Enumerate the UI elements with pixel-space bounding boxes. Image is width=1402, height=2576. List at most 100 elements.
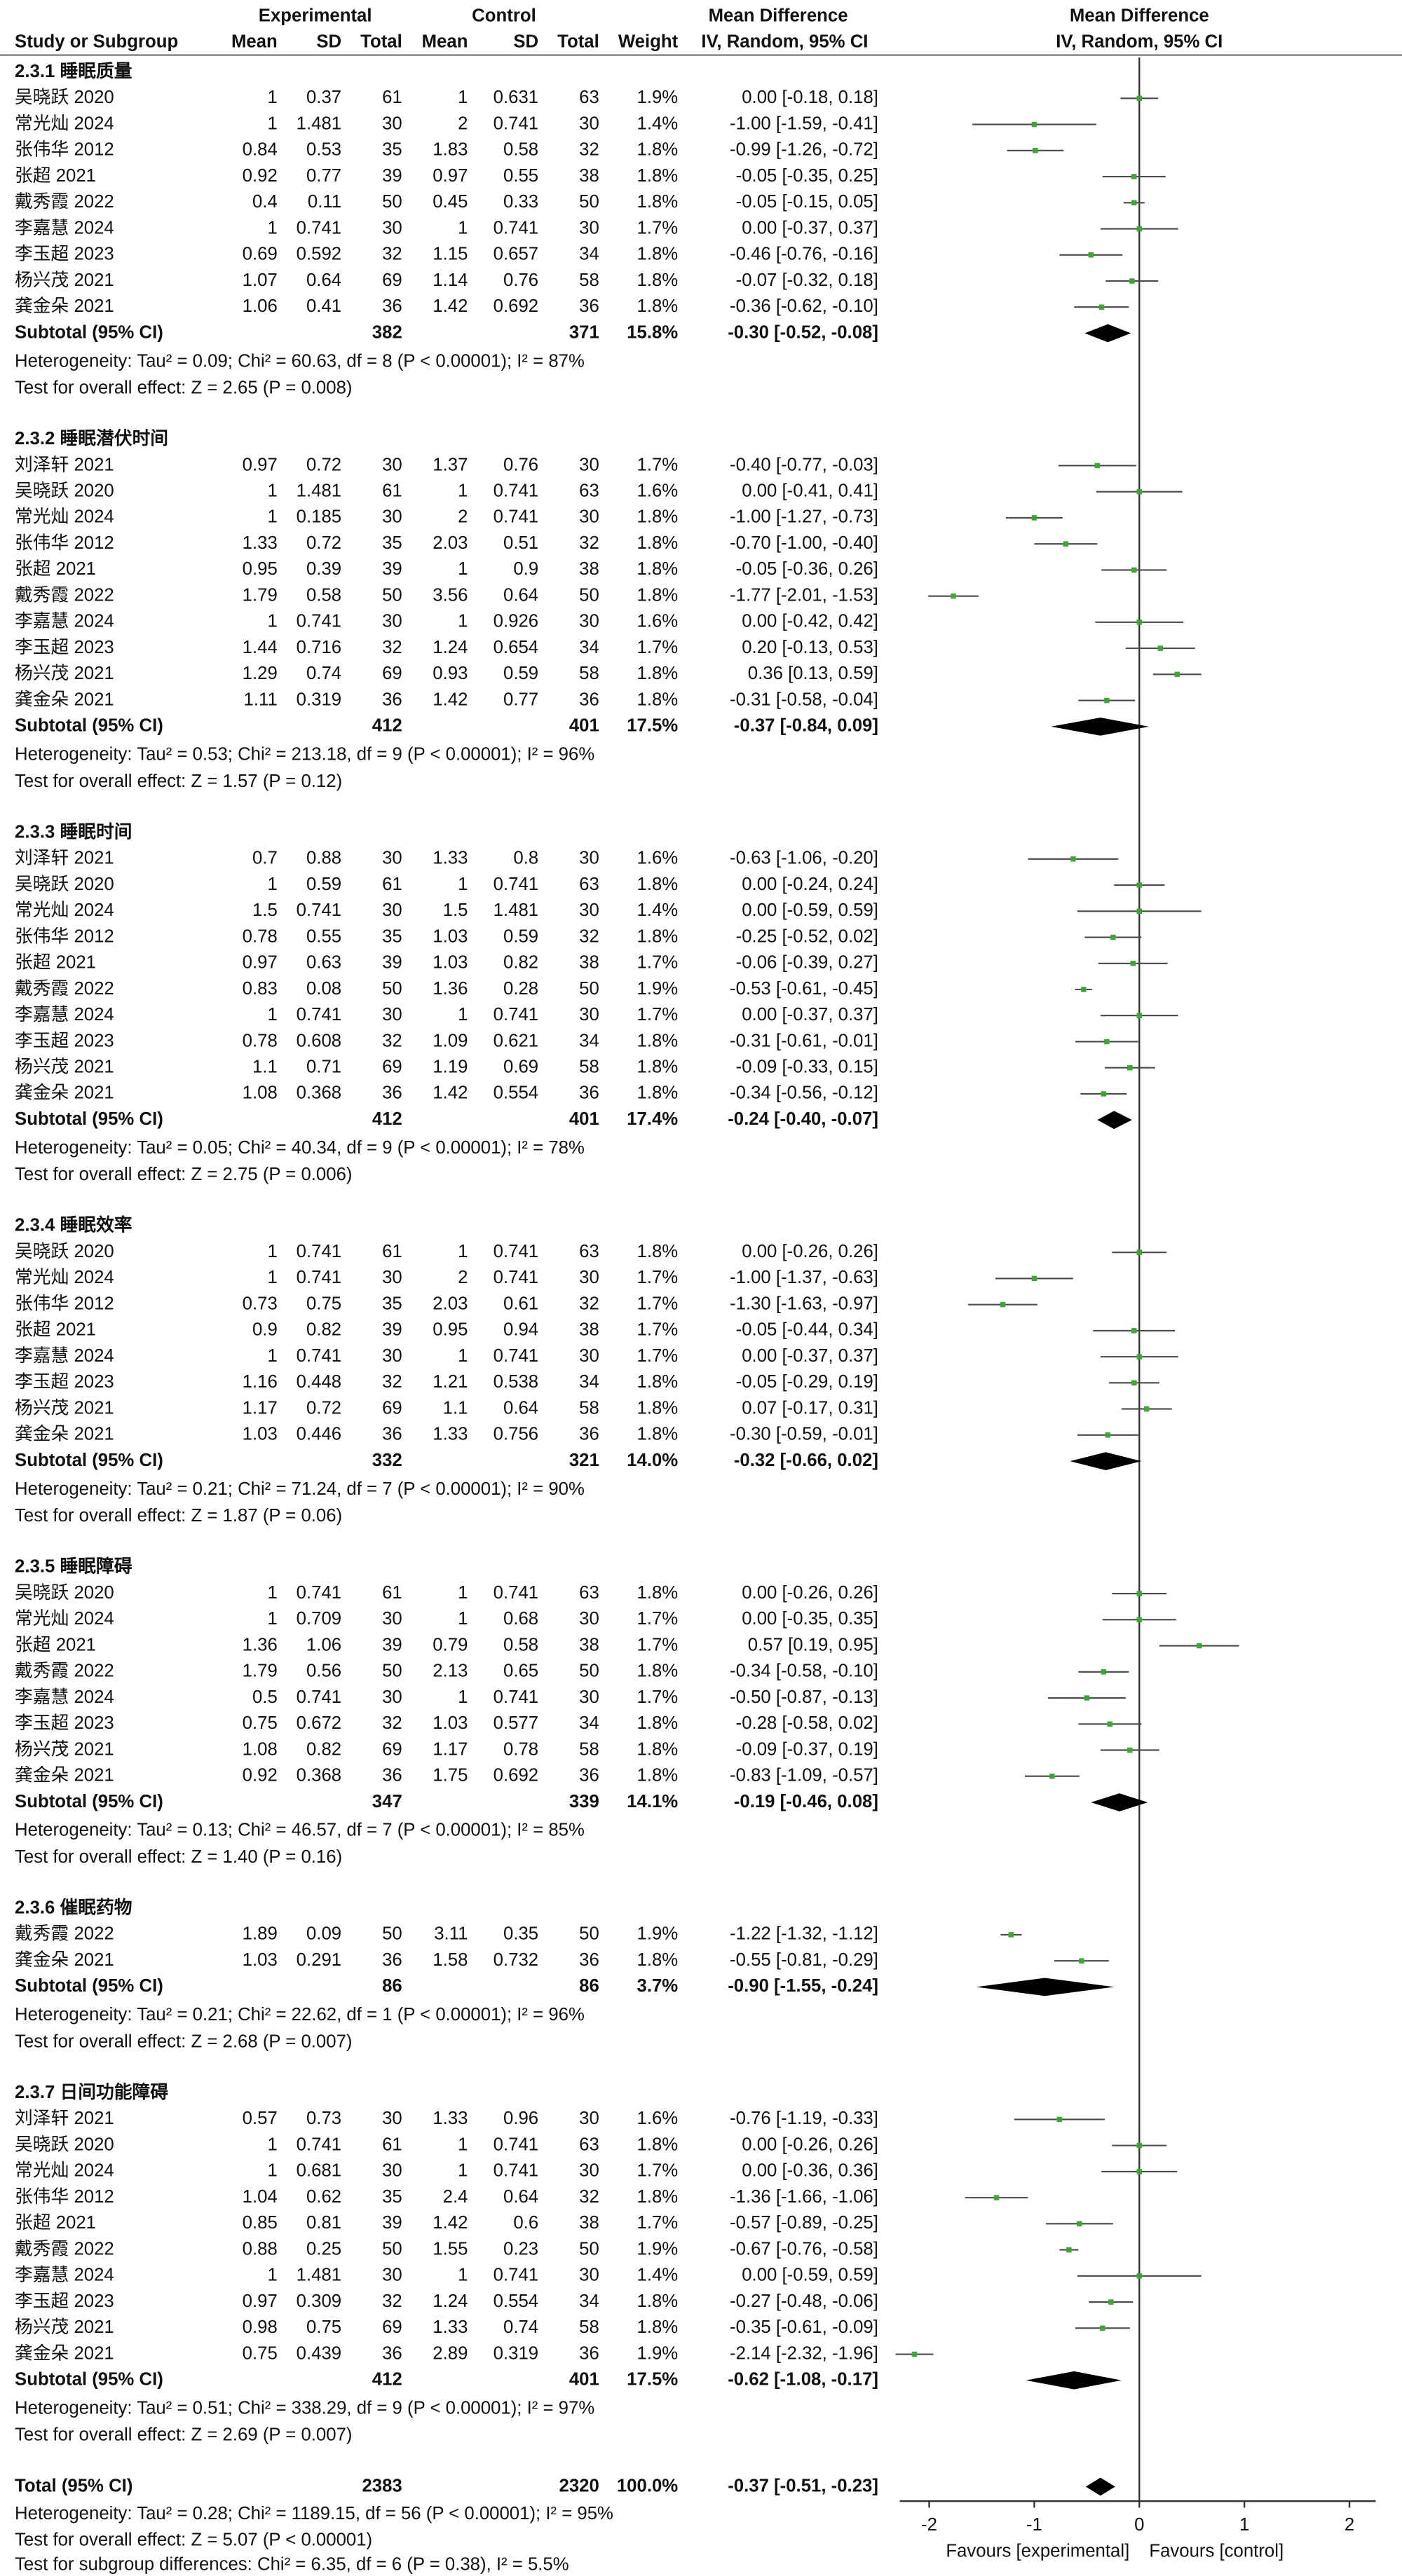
weight: 1.7% [637,2213,679,2233]
exp-value: 0.608 [297,1031,341,1050]
study-name: 刘泽轩 2021 [15,2108,114,2128]
ctrl-value: 30 [579,507,599,527]
ci-text: 0.00 [-0.24, 0.24] [742,875,878,894]
exp-value: 36 [382,1950,402,1970]
effect-point [1136,2273,1143,2279]
weight: 1.8% [637,690,679,709]
exp-value: 0.64 [306,270,341,290]
effect-point [1136,488,1143,495]
exp-value: 1 [267,1005,277,1025]
weight: 1.8% [637,2317,679,2337]
exp-value: 1.36 [243,1635,278,1654]
study-name: 刘泽轩 2021 [15,848,114,868]
exp-value: 39 [382,1320,402,1340]
summary-label: Subtotal (95% CI) [15,1792,163,1811]
weight: 1.8% [637,1057,679,1077]
ctrl-value: 1.75 [433,1766,468,1786]
ctrl-value: 32 [579,533,599,553]
column-header: Mean [422,32,468,52]
ctrl-value: 2.4 [443,2187,468,2207]
effect-point [1136,2142,1143,2149]
ctrl-value: 0.741 [494,481,538,501]
ci-text: 0.00 [-0.37, 0.37] [742,218,878,238]
ctrl-value: 0.692 [494,296,538,316]
effect-point [1077,2221,1082,2227]
effect-point [1157,645,1164,651]
ci-text: -0.05 [-0.35, 0.25] [736,166,878,186]
weight: 17.5% [627,2370,678,2390]
study-name: 李玉超 2023 [15,637,114,657]
exp-value: 0.92 [243,166,278,186]
x-tick-label: -1 [1026,2515,1042,2535]
exp-value: 1 [267,1242,277,1261]
study-name: 龚金朵 2021 [15,1950,114,1970]
effect-point [1136,1013,1143,1018]
ctrl-value: 2.89 [433,2343,468,2363]
exp-value: 36 [382,1083,402,1103]
exp-value: 1.08 [243,1083,278,1103]
exp-value: 0.39 [306,559,341,579]
ctrl-value: 0.69 [503,1057,538,1077]
column-header: IV, Random, 95% CI [1056,32,1223,52]
ctrl-total: 86 [579,1976,599,1996]
ctrl-value: 36 [579,1083,599,1103]
effect-point [1107,1721,1113,1727]
ctrl-value: 0.732 [494,1950,538,1970]
weight: 1.8% [637,192,679,212]
ctrl-value: 0.741 [494,875,538,894]
weight: 15.8% [627,322,678,342]
exp-value: 0.58 [306,585,341,605]
ctrl-value: 30 [579,612,599,631]
ctrl-total: 321 [569,1451,599,1470]
effect-point [993,2195,1000,2200]
exp-value: 0.75 [243,2343,278,2363]
exp-value: 1 [267,218,277,238]
summary-label: Subtotal (95% CI) [15,2370,163,2390]
study-name: 张超 2021 [15,165,96,186]
ctrl-value: 50 [579,1662,599,1681]
exp-value: 0.741 [297,1583,341,1603]
ctrl-value: 58 [579,1739,599,1759]
effect-point [1136,95,1143,102]
summary-diamond [1084,324,1131,343]
ctrl-value: 1.24 [433,638,468,657]
ctrl-value: 34 [579,2291,599,2311]
effect-point [1136,1354,1143,1359]
ctrl-value: 30 [579,455,599,474]
ctrl-value: 0.319 [494,2343,538,2363]
exp-value: 0.95 [243,559,278,579]
exp-value: 1 [267,1609,277,1629]
study-name: 李嘉慧 2024 [15,1687,114,1707]
study-name: 杨兴茂 2021 [15,1057,114,1077]
ctrl-value: 30 [579,2161,599,2181]
weight: 1.6% [637,2109,679,2128]
ci-text: 0.57 [0.19, 0.95] [748,1635,878,1654]
exp-value: 39 [382,559,402,579]
weight: 1.8% [637,664,679,683]
exp-value: 0.741 [297,1346,341,1366]
ctrl-value: 0.741 [494,1242,538,1261]
exp-value: 1 [267,88,277,107]
ctrl-value: 0.741 [494,1687,538,1707]
exp-value: 0.319 [297,690,341,709]
ctrl-value: 0.74 [503,2317,538,2337]
weight: 1.8% [637,1662,679,1681]
weight: 1.8% [637,166,679,186]
study-name: 戴秀霞 2022 [15,1661,114,1681]
exp-value: 0.5 [252,1687,278,1707]
effect-point [1031,121,1037,128]
exp-total: 347 [372,1792,402,1811]
exp-value: 32 [382,1372,402,1392]
ctrl-value: 1.36 [433,979,468,999]
study-name: 龚金朵 2021 [15,296,114,316]
ctrl-value: 1.03 [433,953,468,973]
exp-value: 1 [267,875,277,894]
exp-value: 35 [382,2187,402,2207]
ctrl-value: 0.68 [503,1609,538,1629]
effect-point [1196,1643,1202,1649]
effect-point [1136,619,1143,625]
ci-text: -0.27 [-0.48, -0.06] [730,2291,878,2311]
study-name: 戴秀霞 2022 [15,191,114,212]
exp-value: 0.592 [297,245,341,264]
exp-value: 0.97 [243,2291,278,2311]
